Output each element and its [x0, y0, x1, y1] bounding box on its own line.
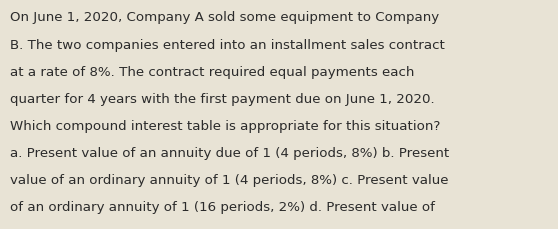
Text: B. The two companies entered into an installment sales contract: B. The two companies entered into an ins…	[10, 38, 445, 52]
Text: an annuity due of 1 (16 periods, 2%): an annuity due of 1 (16 periods, 2%)	[10, 228, 257, 229]
Text: of an ordinary annuity of 1 (16 periods, 2%) d. Present value of: of an ordinary annuity of 1 (16 periods,…	[10, 201, 435, 214]
Text: at a rate of 8%. The contract required equal payments each: at a rate of 8%. The contract required e…	[10, 65, 415, 79]
Text: value of an ordinary annuity of 1 (4 periods, 8%) c. Present value: value of an ordinary annuity of 1 (4 per…	[10, 174, 449, 187]
Text: On June 1, 2020, Company A sold some equipment to Company: On June 1, 2020, Company A sold some equ…	[10, 11, 439, 25]
Text: a. Present value of an annuity due of 1 (4 periods, 8%) b. Present: a. Present value of an annuity due of 1 …	[10, 147, 449, 160]
Text: Which compound interest table is appropriate for this situation?: Which compound interest table is appropr…	[10, 120, 440, 133]
Text: quarter for 4 years with the first payment due on June 1, 2020.: quarter for 4 years with the first payme…	[10, 93, 435, 106]
